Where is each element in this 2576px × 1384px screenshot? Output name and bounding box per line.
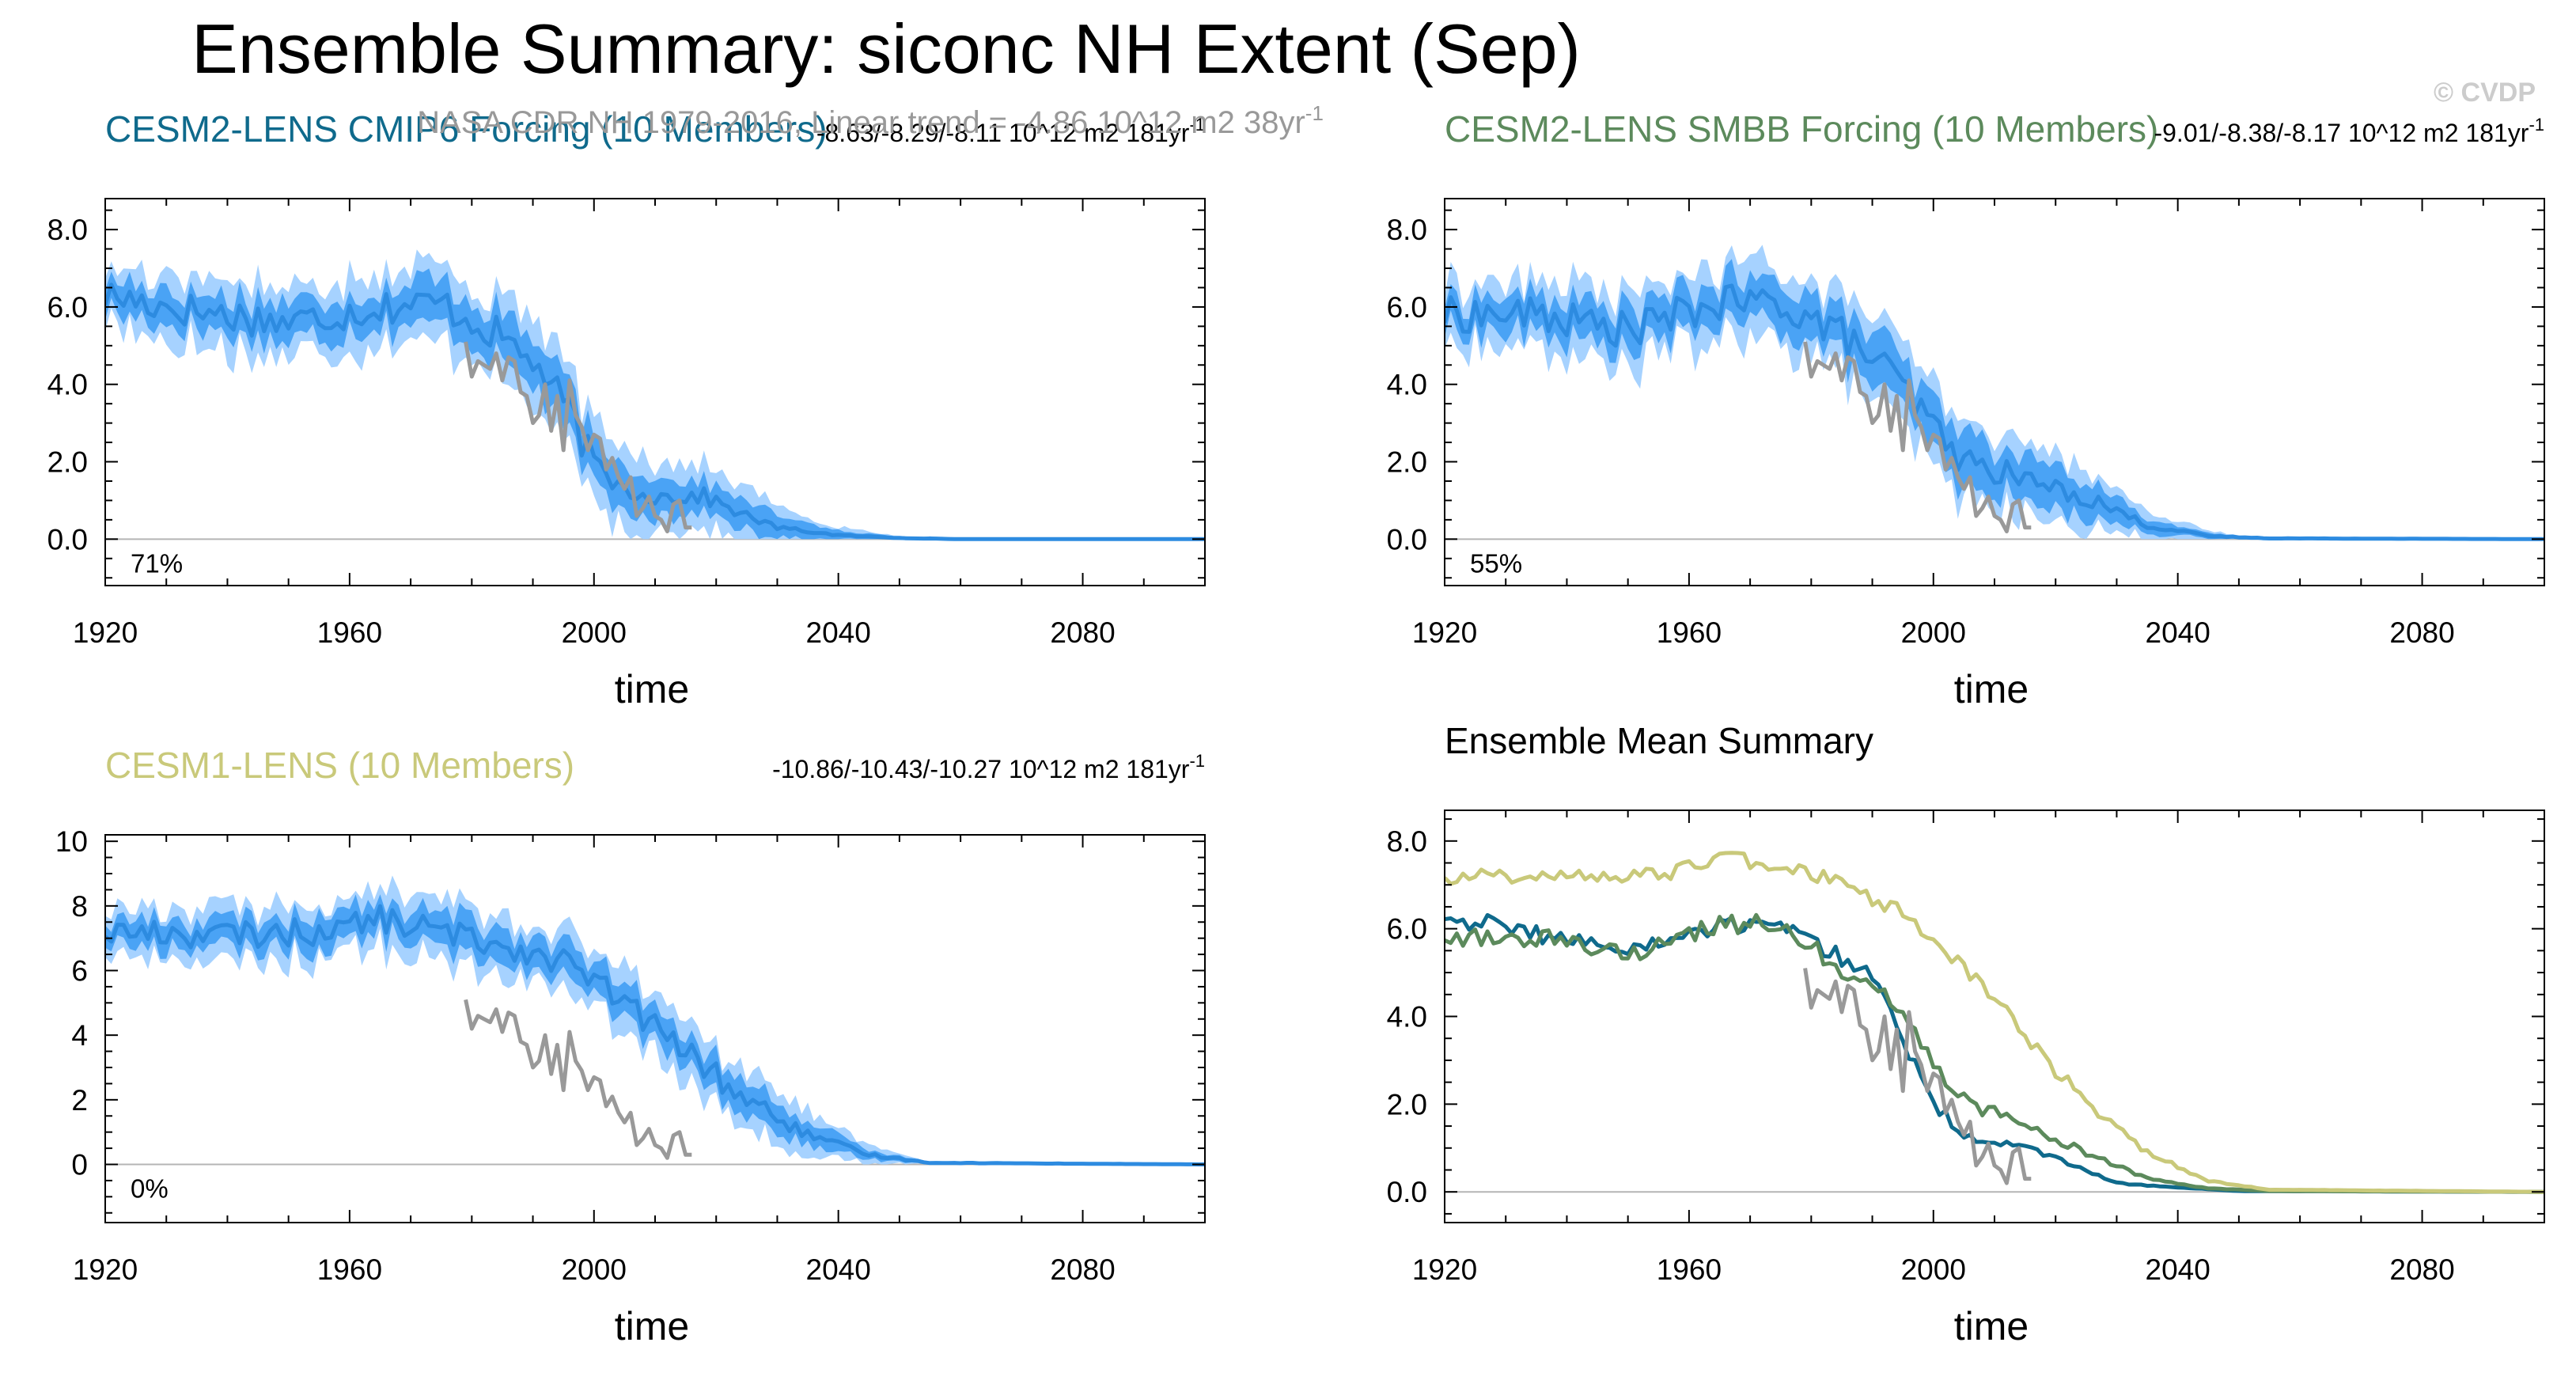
- plot-area: [105, 249, 1205, 541]
- x-tick-label: 2000: [562, 1253, 627, 1286]
- panel-cesm2-smbb: CESM2-LENS SMBB Forcing (10 Members)-9.0…: [1387, 108, 2545, 711]
- x-tick-label: 1920: [1412, 1253, 1477, 1286]
- obs-line: [1803, 341, 2032, 533]
- ensemble-mean-line: [105, 282, 1205, 541]
- plot-area: [1445, 851, 2544, 1194]
- y-tick-label: 6.0: [1387, 291, 1427, 324]
- y-tick-label: 6: [71, 955, 88, 988]
- x-tick-label: 2080: [1050, 616, 1115, 649]
- y-tick-label: 8.0: [1387, 825, 1427, 858]
- trend-text: -9.01/-8.38/-8.17 10^12 m2 181yr-1: [2154, 115, 2544, 147]
- panel-title: CESM1-LENS (10 Members): [105, 745, 574, 786]
- y-tick-label: 2.0: [1387, 1088, 1427, 1120]
- series-line: [1445, 912, 2544, 1194]
- x-tick-label: 1960: [1657, 616, 1722, 649]
- plot-frame: [1444, 198, 2545, 586]
- y-tick-label: 4.0: [1387, 369, 1427, 401]
- y-tick-label: 4.0: [1387, 1001, 1427, 1033]
- ensemble-mean-line: [105, 904, 1205, 1166]
- x-tick-label: 2040: [2146, 616, 2210, 649]
- y-tick-label: 8: [71, 890, 88, 923]
- percent-label: 71%: [131, 548, 183, 578]
- x-tick-label: 1960: [317, 616, 382, 649]
- ensemble-iqr-band: [1445, 259, 2544, 540]
- percent-label: 0%: [131, 1174, 169, 1204]
- trend-text: -10.86/-10.43/-10.27 10^12 m2 181yr-1: [772, 751, 1205, 783]
- x-tick-label: 2040: [806, 1253, 871, 1286]
- x-tick-label: 2040: [806, 616, 871, 649]
- panel-title: CESM2-LENS CMIP6 Forcing (10 Members): [105, 108, 828, 150]
- y-tick-label: 0: [71, 1149, 88, 1181]
- y-tick-label: 4.0: [47, 369, 88, 401]
- x-tick-label: 2000: [1901, 1253, 1966, 1286]
- y-tick-label: 2: [71, 1084, 88, 1117]
- percent-label: 55%: [1470, 548, 1522, 578]
- x-tick-label: 2040: [2146, 1253, 2210, 1286]
- panel-title: CESM2-LENS SMBB Forcing (10 Members): [1445, 108, 2158, 150]
- panel-ensemble-mean-summary: Ensemble Mean Summary 0.0 2.0 4.0 6.0 8.0 1920…: [1387, 720, 2545, 1348]
- ensemble-mean-line: [1445, 283, 2544, 541]
- x-tick-label: 2080: [1050, 1253, 1115, 1286]
- ensemble-iqr-band: [105, 268, 1205, 540]
- x-tick-label: 1920: [1412, 616, 1477, 649]
- x-tick-label: 2000: [562, 616, 627, 649]
- panel-cesm2-cmip6: CESM2-LENS CMIP6 Forcing (10 Members)-8.…: [47, 108, 1206, 711]
- panel-cesm1: CESM1-LENS (10 Members) -10.86/-10.43/-10…: [55, 745, 1206, 1348]
- panel-title: Ensemble Mean Summary: [1445, 720, 1873, 761]
- obs-line: [1803, 968, 2032, 1185]
- y-tick-label: 8.0: [1387, 214, 1427, 246]
- y-tick-label: 0.0: [1387, 1176, 1427, 1208]
- x-tick-label: 2080: [2389, 1253, 2454, 1286]
- trend-text: -8.63/-8.29/-8.11 10^12 m2 181yr-1: [816, 115, 1205, 147]
- y-tick-label: 6.0: [1387, 913, 1427, 946]
- y-tick-label: 0.0: [1387, 523, 1427, 555]
- trend-unit-sup: -1: [2529, 115, 2544, 135]
- y-tick-label: 10: [55, 825, 88, 858]
- x-tick-label: 2000: [1901, 616, 1966, 649]
- watermark: © CVDP: [2434, 78, 2536, 108]
- trend-value: -10.86/-10.43/-10.27 10^12 m2 181yr: [772, 755, 1190, 783]
- obs-line: [464, 341, 692, 533]
- x-axis-label: time: [615, 1304, 689, 1348]
- x-tick-label: 2080: [2389, 616, 2454, 649]
- x-tick-label: 1920: [73, 616, 138, 649]
- y-tick-label: 2.0: [1387, 446, 1427, 479]
- y-tick-label: 8.0: [47, 214, 88, 246]
- obs-line: [464, 999, 692, 1160]
- plot-area: [1445, 245, 2544, 541]
- trend-unit-sup: -1: [1189, 115, 1205, 135]
- x-axis-label: time: [1954, 1304, 2029, 1348]
- trend-value: -9.01/-8.38/-8.17 10^12 m2 181yr: [2154, 119, 2529, 147]
- trend-value: -8.63/-8.29/-8.11 10^12 m2 181yr: [816, 119, 1190, 147]
- trend-unit-sup: -1: [1189, 751, 1205, 771]
- ensemble-iqr-band: [105, 894, 1205, 1165]
- obs-caption: NASA CDR NH 1979-2016, Linear trend = -4…: [417, 101, 1324, 140]
- x-tick-label: 1960: [1657, 1253, 1722, 1286]
- plot-area: [105, 875, 1205, 1166]
- y-tick-label: 6.0: [47, 291, 88, 324]
- x-tick-label: 1920: [73, 1253, 138, 1286]
- x-axis-label: time: [1954, 667, 2029, 711]
- series-line: [1445, 851, 2544, 1194]
- x-axis-label: time: [615, 667, 689, 711]
- y-tick-label: 2.0: [47, 446, 88, 479]
- y-tick-label: 0.0: [47, 523, 88, 555]
- series-line: [1445, 912, 2544, 1194]
- x-tick-label: 1960: [317, 1253, 382, 1286]
- y-tick-label: 4: [71, 1019, 88, 1052]
- figure-title: Ensemble Summary: siconc NH Extent (Sep): [191, 9, 1581, 88]
